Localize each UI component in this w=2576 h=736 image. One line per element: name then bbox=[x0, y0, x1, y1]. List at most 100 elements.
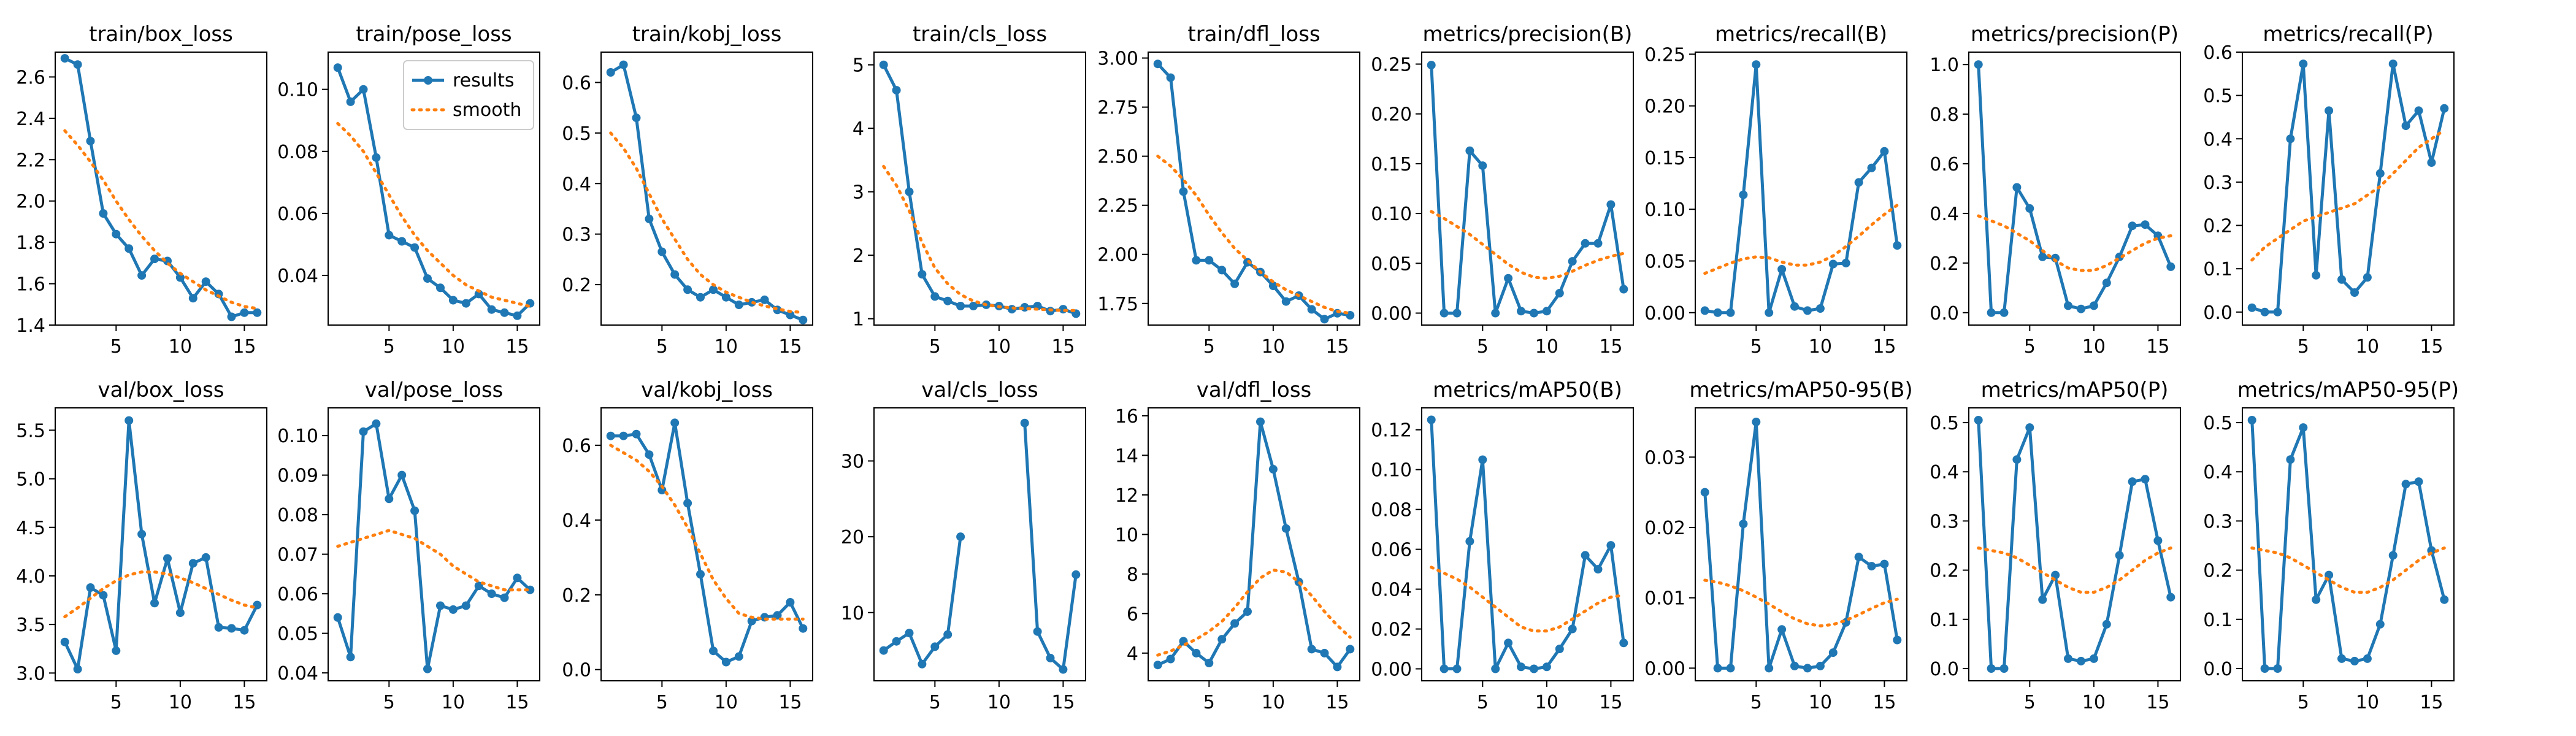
results-point bbox=[1828, 259, 1838, 269]
results-point bbox=[2337, 275, 2346, 284]
results-point bbox=[1465, 537, 1474, 546]
x-tick-label: 5 bbox=[1750, 692, 1762, 713]
chart-title: val/cls_loss bbox=[921, 378, 1038, 402]
results-point bbox=[1478, 455, 1487, 464]
results-point bbox=[918, 659, 927, 669]
smooth-line bbox=[1703, 578, 1899, 627]
chart-title: train/kobj_loss bbox=[632, 22, 782, 47]
x-tick-label: 10 bbox=[1262, 336, 1285, 358]
y-tick-label: 2.0 bbox=[16, 191, 45, 213]
x-tick-label: 5 bbox=[1477, 336, 1489, 358]
results-point bbox=[1752, 417, 1761, 426]
x-tick-label: 15 bbox=[1325, 336, 1349, 358]
results-point bbox=[1268, 282, 1278, 290]
results-point bbox=[709, 646, 718, 656]
results-point bbox=[1803, 306, 1812, 315]
results-point bbox=[423, 274, 432, 283]
results-point bbox=[892, 86, 901, 95]
results-point bbox=[1439, 664, 1449, 673]
results-point bbox=[137, 271, 147, 280]
chart-panel-metrics-recall-b: metrics/recall(B) 0.00 0.05 0.10 0.15 0.20 0.2… bbox=[1644, 22, 1907, 358]
x-tick-label: 10 bbox=[2356, 336, 2379, 358]
y-tick-label: 5.5 bbox=[16, 420, 45, 442]
smooth-line bbox=[1977, 214, 2172, 272]
results-point bbox=[1427, 61, 1436, 70]
chart-title: train/box_loss bbox=[89, 22, 233, 47]
results-point bbox=[2128, 477, 2137, 486]
results-point bbox=[799, 315, 808, 324]
results-point bbox=[86, 583, 95, 592]
chart-title: metrics/recall(B) bbox=[1715, 22, 1887, 47]
results-point bbox=[1815, 304, 1825, 313]
results-point bbox=[773, 611, 782, 620]
results-point bbox=[1974, 416, 1983, 424]
smooth-line bbox=[609, 443, 805, 621]
results-point bbox=[1504, 274, 1513, 283]
results-point bbox=[956, 302, 965, 310]
smooth-line bbox=[1156, 568, 1352, 657]
y-tick-label: 2.4 bbox=[16, 109, 45, 130]
results-line bbox=[63, 419, 259, 671]
chart-panel-val-box-loss: val/box_loss 3.0 3.5 4.0 4.5 5.0 5.5 5 10 15 bbox=[16, 378, 267, 713]
results-point bbox=[2375, 619, 2385, 629]
results-point bbox=[2337, 654, 2346, 663]
x-tick-label: 15 bbox=[778, 336, 802, 358]
results-point bbox=[1491, 309, 1500, 318]
results-point bbox=[1974, 60, 1983, 69]
chart-title: train/pose_loss bbox=[356, 22, 512, 47]
results-point bbox=[1452, 664, 1462, 673]
y-tick-label: 0.1 bbox=[2203, 610, 2233, 631]
legend-smooth-label: smooth bbox=[453, 99, 521, 121]
y-tick-label: 0.2 bbox=[1930, 253, 1959, 275]
results-point bbox=[1790, 302, 1799, 311]
x-tick-label: 5 bbox=[656, 692, 668, 713]
results-line bbox=[1430, 63, 1625, 315]
results-point bbox=[2363, 654, 2372, 663]
y-tick-label: 0.04 bbox=[277, 663, 318, 684]
results-point bbox=[175, 608, 185, 618]
x-tick-label: 5 bbox=[2024, 336, 2036, 358]
results-point bbox=[786, 598, 795, 607]
results-point bbox=[2401, 121, 2410, 131]
y-tick-label: 0.0 bbox=[1930, 303, 1959, 324]
y-tick-label: 0.2 bbox=[1930, 561, 1959, 582]
results-point bbox=[2363, 273, 2372, 282]
smooth-line bbox=[1703, 204, 1899, 275]
x-tick-label: 15 bbox=[232, 692, 256, 713]
results-point bbox=[1713, 308, 1722, 317]
plot-frame bbox=[1968, 52, 2181, 326]
y-tick-label: 0.5 bbox=[2203, 413, 2233, 434]
results-point bbox=[632, 113, 641, 123]
results-point bbox=[1059, 665, 1068, 674]
results-point bbox=[1581, 239, 1590, 248]
results-point bbox=[1803, 664, 1812, 673]
y-tick-label: 0.5 bbox=[2203, 86, 2233, 107]
x-tick-label: 10 bbox=[1535, 692, 1558, 713]
results-point bbox=[1346, 645, 1355, 654]
results-point bbox=[1828, 648, 1838, 657]
y-tick-label: 0.3 bbox=[2203, 511, 2233, 532]
y-tick-label: 0.02 bbox=[1371, 619, 1412, 641]
y-tick-label: 0.4 bbox=[562, 510, 591, 532]
results-point bbox=[240, 308, 249, 317]
y-tick-label: 4.5 bbox=[16, 518, 45, 539]
x-tick-label: 10 bbox=[987, 692, 1011, 713]
smooth-line bbox=[1430, 210, 1625, 280]
results-point bbox=[1230, 619, 1240, 628]
results-point bbox=[1439, 309, 1449, 318]
chart-title: train/dfl_loss bbox=[1187, 22, 1320, 47]
results-point bbox=[1700, 306, 1709, 315]
results-point bbox=[359, 427, 368, 436]
x-tick-label: 15 bbox=[2146, 692, 2169, 713]
plot-frame bbox=[1695, 407, 1907, 681]
results-point bbox=[670, 418, 680, 427]
x-tick-label: 10 bbox=[2082, 336, 2106, 358]
y-tick-label: 0.00 bbox=[1644, 303, 1685, 324]
x-tick-label: 10 bbox=[442, 336, 465, 358]
results-point bbox=[1999, 664, 2009, 673]
y-tick-label: 8 bbox=[1127, 564, 1138, 586]
results-point bbox=[150, 255, 159, 264]
results-point bbox=[1790, 661, 1799, 670]
y-tick-label: 0.2 bbox=[562, 585, 591, 607]
results-point bbox=[487, 589, 496, 599]
